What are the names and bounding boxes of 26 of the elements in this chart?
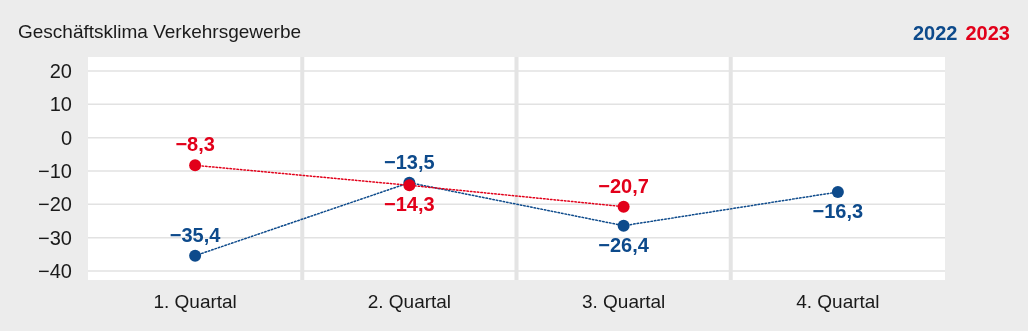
point — [617, 200, 630, 213]
y-tick-label: 10 — [49, 93, 72, 116]
point — [831, 186, 844, 198]
point — [189, 159, 202, 172]
data-label: −16,3 — [812, 200, 864, 222]
data-label: −20,7 — [598, 174, 649, 197]
x-tick-label: 1. Quartal — [153, 291, 237, 312]
y-tick-label: −30 — [38, 226, 72, 249]
y-tick-label: −10 — [38, 160, 72, 182]
data-label: −14,3 — [384, 193, 435, 216]
data-label: −8,3 — [175, 133, 215, 156]
point — [617, 219, 630, 232]
chart-title: Geschäftsklima Verkehrsgewerbe — [18, 21, 302, 42]
point — [189, 249, 202, 262]
data-label: −13,5 — [384, 150, 435, 173]
text: 2022 — [913, 22, 958, 44]
data-label: −26,4 — [598, 233, 650, 256]
y-tick-label: 20 — [49, 60, 72, 82]
y-tick-label: −40 — [38, 260, 72, 282]
data-label: −35,4 — [169, 223, 222, 246]
x-tick-label: 4. Quartal — [796, 291, 880, 312]
text: 2023 — [965, 22, 1010, 44]
x-tick-label: 3. Quartal — [581, 291, 666, 312]
x-tick-label: 2. Quartal — [367, 291, 452, 312]
y-tick-label: 0 — [60, 126, 72, 149]
y-tick-label: −20 — [38, 193, 72, 216]
